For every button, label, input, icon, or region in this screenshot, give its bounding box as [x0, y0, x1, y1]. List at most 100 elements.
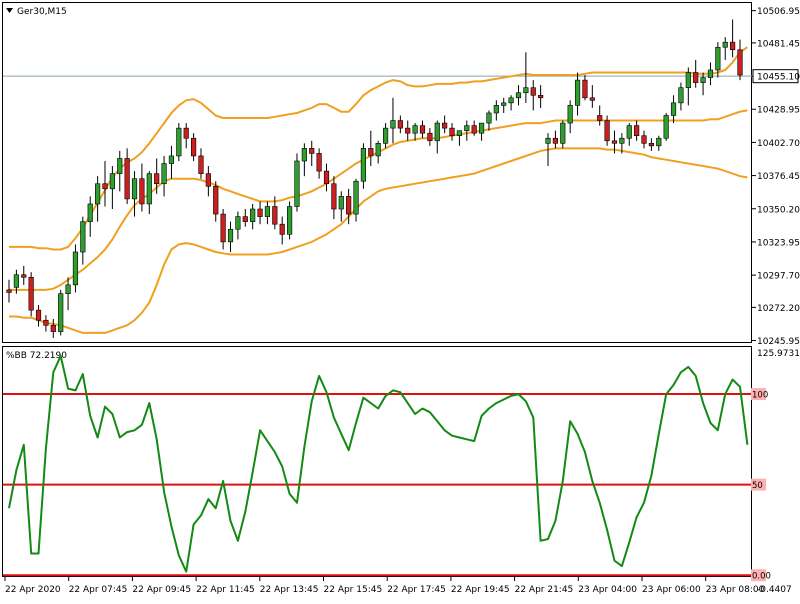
candle-bullish [715, 46, 721, 71]
candle-bearish [648, 142, 654, 147]
candle-bearish [331, 183, 337, 210]
candle-bullish [412, 125, 418, 134]
candle-bearish [730, 41, 736, 51]
candle-bearish [220, 213, 226, 243]
candle-bullish [264, 206, 271, 217]
time-axis-label: 22 Apr 11:45 [196, 585, 255, 595]
candle-bullish [670, 102, 677, 116]
candle-bearish [21, 274, 27, 278]
candle-bullish [685, 72, 691, 88]
candle-bullish [663, 115, 669, 139]
candle-bearish [693, 72, 699, 83]
candle-bearish [272, 206, 278, 225]
candle-bullish [235, 216, 241, 230]
candle-bullish [501, 102, 507, 106]
level-label-0.00: 0.00 [752, 572, 771, 582]
time-axis-label: 23 Apr 08:00 [706, 585, 765, 595]
candle-bullish [382, 127, 389, 144]
chevron-down-icon[interactable] [6, 8, 13, 13]
price-axis-label: 10245.95 [757, 337, 800, 347]
candle-bullish [567, 105, 573, 124]
level-label-50: 50 [752, 481, 763, 491]
candle-bearish [28, 276, 34, 311]
candle-bullish [161, 163, 167, 185]
candle-bearish [611, 140, 618, 144]
candle-bullish [301, 148, 307, 162]
level-tag-0.00 [751, 569, 766, 582]
candle-bearish [183, 127, 189, 139]
price-axis-label: 10323.95 [757, 238, 800, 248]
candle-bearish [737, 49, 743, 76]
level-tag-100 [751, 388, 766, 401]
bollinger-lower-band [9, 147, 748, 334]
candle-bullish [545, 137, 551, 144]
candle-bearish [582, 79, 588, 99]
candle-bullish [72, 251, 79, 286]
candle-bullish [87, 203, 93, 222]
time-axis-label: 23 Apr 04:00 [578, 585, 637, 595]
candle-bullish [58, 293, 64, 332]
time-axis-label: 22 Apr 09:45 [132, 585, 191, 595]
candle-bullish [227, 228, 234, 243]
candle-bearish [397, 120, 403, 129]
candle-bearish [124, 158, 130, 200]
candle-bearish [50, 325, 56, 332]
candle-bullish [707, 69, 714, 78]
candle-bullish [13, 274, 19, 288]
candle-bearish [346, 196, 352, 215]
price-axis-label: 10428.95 [757, 106, 800, 116]
candle-bearish [257, 208, 263, 217]
candle-bullish [95, 183, 101, 205]
candle-bearish [205, 173, 211, 187]
candle-bearish [191, 137, 197, 157]
candle-bullish [360, 148, 367, 182]
candle-bearish [368, 148, 374, 157]
candle-bullish [574, 79, 581, 106]
price-axis-label: 10402.70 [757, 139, 800, 149]
candle-bullish [80, 221, 86, 253]
candle-bearish [449, 127, 455, 137]
candle-bearish [419, 125, 426, 134]
time-axis-label: 22 Apr 17:45 [387, 585, 446, 595]
indicator-pane-frame [2, 346, 752, 577]
candle-bullish [700, 77, 706, 83]
candle-bearish [198, 155, 204, 174]
candle-bullish [109, 173, 115, 190]
candle-bullish [146, 173, 152, 205]
candle-bearish [35, 309, 42, 321]
candle-bearish [471, 125, 477, 134]
candle-bullish [131, 178, 138, 200]
candle-bullish [560, 122, 566, 144]
candle-bearish [139, 178, 145, 205]
time-axis-label: 22 Apr 2020 [5, 585, 61, 595]
candle-bullish [390, 120, 396, 129]
price-pane-frame [2, 2, 752, 343]
time-axis-label: 22 Apr 13:45 [260, 585, 319, 595]
candle-bearish [6, 289, 12, 293]
candle-bearish [552, 137, 558, 144]
candle-bullish [375, 142, 381, 157]
price-axis-label: 10376.45 [757, 172, 800, 182]
candle-bullish [65, 284, 71, 295]
percent-bb-line [8, 355, 749, 573]
candle-bullish [168, 155, 175, 164]
candle-bullish [478, 122, 485, 134]
indicator-axis-top: 125.9731 [757, 349, 800, 359]
time-axis-label: 23 Apr 06:00 [642, 585, 701, 595]
candle-bearish [604, 120, 610, 142]
price-axis-label: 10297.70 [757, 272, 800, 282]
candle-bullish [619, 137, 625, 144]
price-axis-label: 10481.45 [757, 39, 800, 49]
current-price-label: 10455.10 [757, 73, 800, 83]
candle-bullish [117, 158, 123, 174]
candle-bullish [508, 97, 514, 104]
candle-bullish [286, 206, 293, 235]
candle-bearish [405, 127, 411, 134]
candle-bullish [678, 87, 684, 104]
candle-bullish [656, 137, 662, 147]
candle-bearish [242, 216, 248, 222]
indicator-label: %BB 72.2190 [6, 351, 67, 361]
candle-bullish [353, 180, 359, 215]
